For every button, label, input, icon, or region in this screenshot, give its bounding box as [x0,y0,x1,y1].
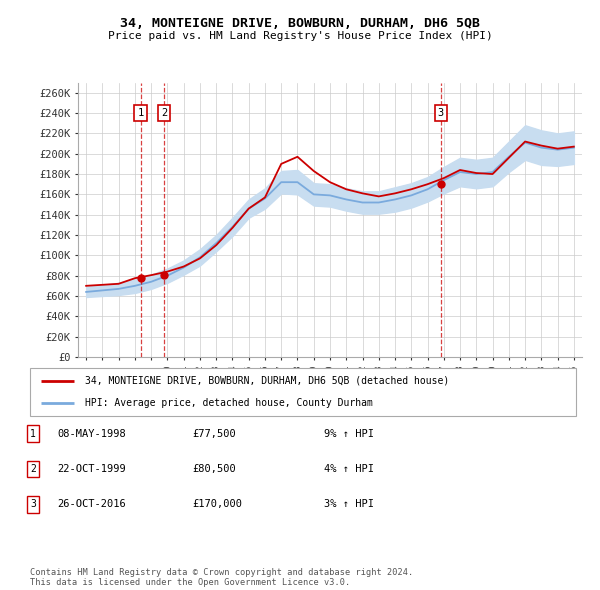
Text: 2: 2 [161,108,167,118]
Text: 22-OCT-1999: 22-OCT-1999 [57,464,126,474]
Text: 3: 3 [30,500,36,509]
Text: 4% ↑ HPI: 4% ↑ HPI [324,464,374,474]
Text: £77,500: £77,500 [192,429,236,438]
Text: 08-MAY-1998: 08-MAY-1998 [57,429,126,438]
Text: 26-OCT-2016: 26-OCT-2016 [57,500,126,509]
FancyBboxPatch shape [30,368,576,416]
Text: 34, MONTEIGNE DRIVE, BOWBURN, DURHAM, DH6 5QB (detached house): 34, MONTEIGNE DRIVE, BOWBURN, DURHAM, DH… [85,376,449,386]
Text: 34, MONTEIGNE DRIVE, BOWBURN, DURHAM, DH6 5QB: 34, MONTEIGNE DRIVE, BOWBURN, DURHAM, DH… [120,17,480,30]
Text: 3% ↑ HPI: 3% ↑ HPI [324,500,374,509]
Text: 1: 1 [137,108,144,118]
Text: £80,500: £80,500 [192,464,236,474]
Text: 3: 3 [438,108,444,118]
Text: HPI: Average price, detached house, County Durham: HPI: Average price, detached house, Coun… [85,398,373,408]
Text: Price paid vs. HM Land Registry's House Price Index (HPI): Price paid vs. HM Land Registry's House … [107,31,493,41]
Text: 2: 2 [30,464,36,474]
Text: 1: 1 [30,429,36,438]
Text: £170,000: £170,000 [192,500,242,509]
Text: Contains HM Land Registry data © Crown copyright and database right 2024.
This d: Contains HM Land Registry data © Crown c… [30,568,413,587]
Text: 9% ↑ HPI: 9% ↑ HPI [324,429,374,438]
